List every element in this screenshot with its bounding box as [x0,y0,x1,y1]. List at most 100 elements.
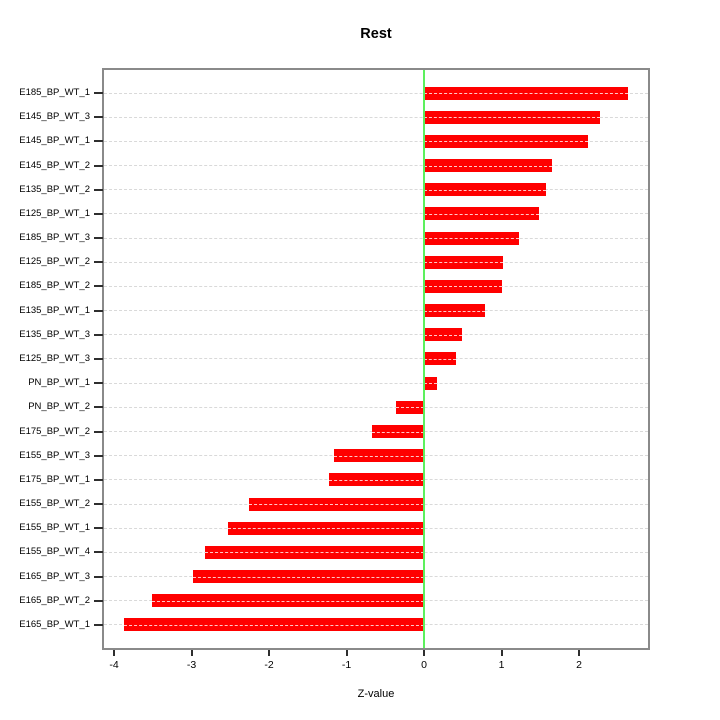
bar-center-dash [204,552,424,554]
y-category-label: E135_BP_WT_1 [19,304,90,316]
bar [204,545,424,559]
y-category-label: E155_BP_WT_2 [19,498,90,510]
x-axis-label: Z-value [357,688,395,700]
bar [372,425,424,439]
y-tick [94,503,103,506]
bar [248,497,424,511]
gridline [104,92,648,94]
bar-center-dash [329,479,424,481]
bar-center-dash [334,455,424,457]
bar-center-dash [424,334,462,336]
bar [193,570,424,584]
y-tick [94,623,103,626]
y-tick [94,478,103,481]
gridline [104,382,648,384]
gridline [104,285,648,287]
y-tick [94,357,103,360]
y-tick [94,599,103,602]
y-tick [94,527,103,530]
bar [329,473,424,487]
x-tick [190,650,193,656]
y-tick [94,212,103,215]
y-category-label: E185_BP_WT_2 [19,280,90,292]
y-category-label: PN_BP_WT_2 [28,401,90,413]
bar [334,449,424,463]
y-tick [94,333,103,336]
zero-reference-line [423,70,425,648]
x-tick [500,650,503,656]
bar [424,376,438,390]
gridline [104,334,648,336]
bar-center-dash [396,407,424,409]
y-category-label: E125_BP_WT_3 [19,352,90,364]
bar-center-dash [248,504,424,506]
plot-area [102,68,650,650]
bar-center-dash [424,286,503,288]
y-category-label: E185_BP_WT_1 [19,87,90,98]
y-category-label: E185_BP_WT_3 [19,232,90,244]
y-category-label: E175_BP_WT_2 [19,425,90,437]
bar [424,304,486,318]
bar [151,594,424,608]
bar-center-dash [424,213,539,215]
bar-center-dash [424,165,552,167]
x-tick [578,650,580,656]
x-tick-label: 0 [421,659,427,671]
y-tick [94,285,103,288]
gridline [104,358,648,360]
x-tick [423,650,425,656]
y-category-label: E135_BP_WT_3 [19,328,90,340]
y-tick [94,575,103,578]
y-tick [94,140,103,143]
y-tick [94,237,103,240]
x-tick-label: -3 [186,659,197,671]
gridline [104,116,648,118]
y-category-label: E165_BP_WT_2 [19,594,90,606]
x-tick [345,650,348,656]
y-tick [94,116,103,119]
y-tick [94,382,103,385]
y-category-label: E145_BP_WT_3 [19,111,90,123]
bar-center-dash [193,576,424,578]
y-tick [94,406,103,409]
gridline [104,213,648,215]
y-category-label: E135_BP_WT_2 [19,183,90,195]
bar [124,618,424,632]
bar [424,207,539,221]
y-tick [94,164,103,167]
bar [424,134,589,148]
bar-center-dash [424,238,520,240]
bar-center-dash [424,383,438,385]
bar [396,400,424,414]
y-category-label: E155_BP_WT_4 [19,546,90,558]
bar [424,255,504,269]
y-tick [94,430,103,433]
bar-center-dash [424,93,628,94]
bar-center-dash [372,431,424,433]
y-category-label: PN_BP_WT_1 [28,377,90,389]
bar-center-dash [424,262,504,264]
gridline [104,237,648,239]
x-tick [113,650,115,656]
bar [424,110,600,124]
bar-center-dash [424,117,600,119]
y-category-label: E145_BP_WT_1 [19,135,90,147]
bar [424,279,503,293]
gridline [104,140,648,142]
gridline [104,406,648,408]
y-tick [94,551,103,554]
bar-center-dash [424,310,486,312]
y-tick [94,188,103,191]
y-tick [94,454,103,457]
bar-center-dash [424,189,547,191]
gridline [104,165,648,167]
bar [424,231,520,245]
bar [424,86,628,100]
y-category-label: E165_BP_WT_3 [19,570,90,582]
x-tick [268,650,270,656]
chart-title: Rest [360,26,392,42]
x-tick-label: 2 [576,659,582,671]
y-category-label: E155_BP_WT_1 [19,522,90,534]
y-tick [94,261,103,264]
